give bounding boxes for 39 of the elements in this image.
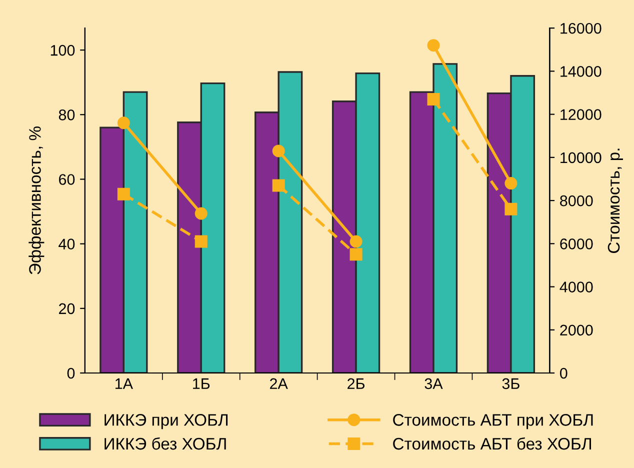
point xyxy=(504,202,518,216)
legend-label: Стоимость АБТ при ХОБЛ xyxy=(393,414,593,430)
legend-label: ИККЭ без ХОБЛ xyxy=(104,437,226,450)
y2-tick-label: 12000 xyxy=(560,109,602,120)
x-tick-label: 1А xyxy=(116,378,133,389)
y2-tick-label: 14000 xyxy=(560,66,602,77)
x-tick-label: 2Б xyxy=(348,378,365,389)
y2-axis-title: Стоимость, р. xyxy=(608,148,623,253)
point xyxy=(504,177,518,190)
y2-tick-label: 0 xyxy=(560,368,568,379)
legend-label: ИККЭ при ХОБЛ xyxy=(104,414,228,430)
y2-tick-label: 16000 xyxy=(560,22,602,34)
y-tick-label: 100 xyxy=(50,44,75,56)
legend-label: Стоимость АБТ без ХОБЛ xyxy=(393,437,591,450)
y-tick-label: 60 xyxy=(59,174,75,185)
y2-tick-label: 10000 xyxy=(560,152,602,164)
x-tick-label: 1Б xyxy=(193,378,210,389)
y2-tick-label: 6000 xyxy=(560,238,593,250)
point xyxy=(117,116,130,130)
point xyxy=(427,92,440,106)
y2-tick-label: 8000 xyxy=(560,195,593,206)
point xyxy=(350,235,362,248)
point xyxy=(117,188,130,200)
y2-tick-label: 2000 xyxy=(560,324,593,336)
point xyxy=(427,39,440,52)
x-tick-label: 3Б xyxy=(502,378,520,390)
point xyxy=(272,179,285,192)
y-tick-label: 40 xyxy=(58,238,75,250)
x-tick-label: 3А xyxy=(424,378,443,390)
point xyxy=(194,235,208,248)
y-tick-label: 0 xyxy=(67,368,75,379)
y2-tick-label: 4000 xyxy=(560,282,593,292)
point xyxy=(272,144,285,158)
y-tick-label: 80 xyxy=(58,110,75,120)
point xyxy=(350,248,362,261)
y-tick-label: 20 xyxy=(59,303,75,314)
point xyxy=(194,207,208,220)
x-tick-label: 2А xyxy=(270,378,288,389)
y-axis-title: Эффективность, % xyxy=(28,126,44,274)
